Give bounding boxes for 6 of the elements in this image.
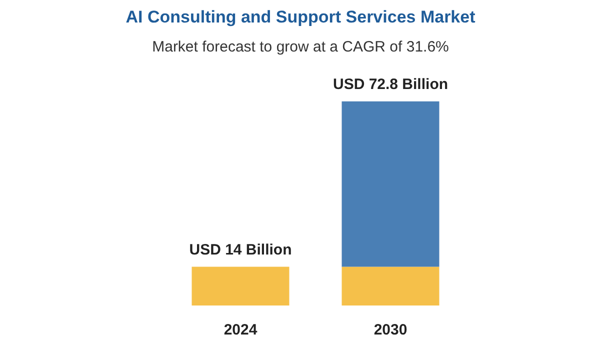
- chart-subtitle: Market forecast to grow at a CAGR of 31.6%: [152, 38, 449, 56]
- chart-title: AI Consulting and Support Services Market: [126, 8, 476, 26]
- total-label: USD 72.8 Billion: [332, 76, 448, 94]
- x-tick-label: 2030: [374, 322, 408, 337]
- total-label: USD 14 Billion: [189, 242, 292, 259]
- x-tick-label: 2024: [224, 322, 258, 337]
